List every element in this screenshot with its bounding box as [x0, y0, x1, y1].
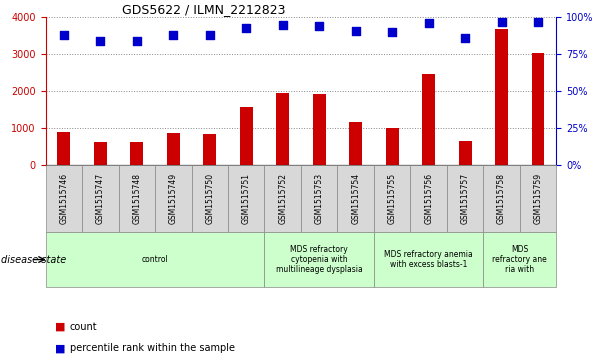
Text: GSM1515757: GSM1515757 [461, 173, 469, 224]
Point [351, 28, 361, 34]
Point [424, 20, 434, 26]
Bar [531, 53, 544, 165]
Point [59, 32, 69, 38]
Text: GSM1515759: GSM1515759 [534, 173, 542, 224]
Text: GSM1515749: GSM1515749 [169, 173, 178, 224]
Text: disease state: disease state [1, 254, 66, 265]
Bar [167, 132, 180, 165]
Bar [458, 141, 471, 165]
Point [314, 23, 324, 29]
Point [387, 29, 397, 35]
Point [460, 35, 470, 41]
Point [241, 25, 251, 30]
Bar [130, 142, 143, 165]
Point [533, 19, 543, 25]
Text: ■: ■ [55, 343, 65, 354]
Bar [385, 128, 398, 165]
Text: MDS
refractory ane
ria with: MDS refractory ane ria with [492, 245, 547, 274]
Text: GSM1515756: GSM1515756 [424, 173, 433, 224]
Bar [203, 134, 216, 165]
Point [497, 19, 506, 25]
Point [95, 38, 105, 44]
Text: percentile rank within the sample: percentile rank within the sample [70, 343, 235, 354]
Bar [313, 94, 325, 165]
Text: GDS5622 / ILMN_2212823: GDS5622 / ILMN_2212823 [122, 3, 286, 16]
Text: control: control [142, 255, 168, 264]
Text: GSM1515758: GSM1515758 [497, 173, 506, 224]
Text: GSM1515747: GSM1515747 [96, 173, 105, 224]
Point [278, 22, 288, 28]
Text: GSM1515750: GSM1515750 [206, 173, 214, 224]
Bar [495, 29, 508, 165]
Text: GSM1515751: GSM1515751 [242, 173, 250, 224]
Text: GSM1515754: GSM1515754 [351, 173, 360, 224]
Text: MDS refractory
cytopenia with
multilineage dysplasia: MDS refractory cytopenia with multilinea… [276, 245, 362, 274]
Text: GSM1515748: GSM1515748 [133, 173, 141, 224]
Text: GSM1515755: GSM1515755 [388, 173, 396, 224]
Bar [422, 74, 435, 165]
Text: ■: ■ [55, 322, 65, 332]
Text: MDS refractory anemia
with excess blasts-1: MDS refractory anemia with excess blasts… [384, 250, 473, 269]
Point [205, 32, 215, 38]
Text: GSM1515752: GSM1515752 [278, 173, 287, 224]
Text: count: count [70, 322, 97, 332]
Bar [240, 107, 252, 165]
Bar [94, 142, 106, 165]
Bar [349, 122, 362, 165]
Text: GSM1515753: GSM1515753 [315, 173, 323, 224]
Bar [276, 93, 289, 165]
Point [132, 38, 142, 44]
Bar [57, 132, 70, 165]
Point [168, 32, 178, 38]
Text: GSM1515746: GSM1515746 [60, 173, 68, 224]
